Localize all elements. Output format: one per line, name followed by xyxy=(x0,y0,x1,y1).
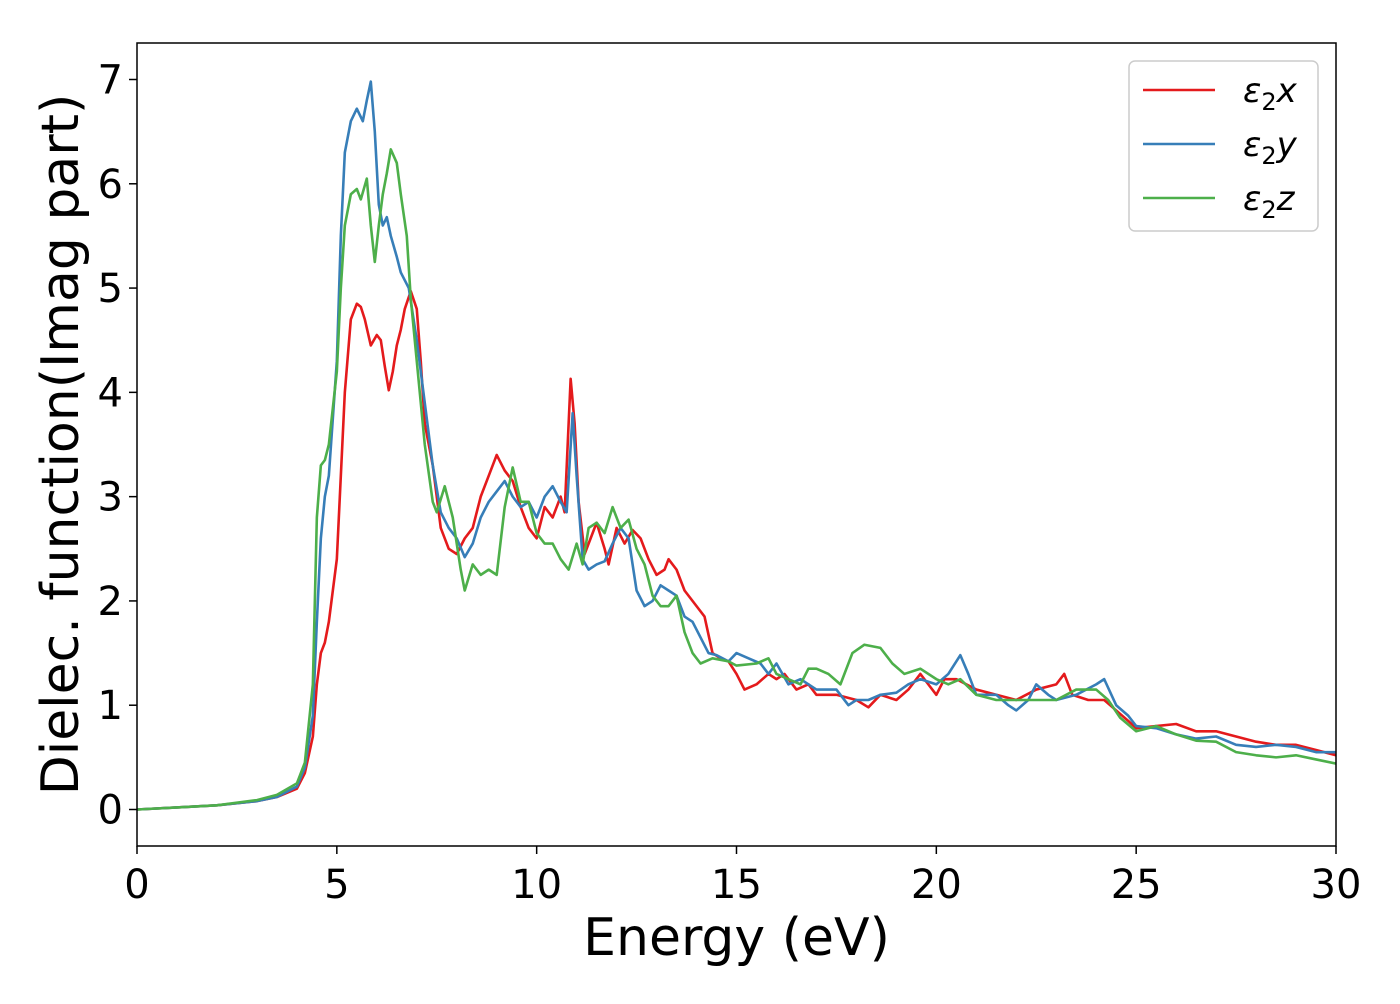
x-tick-label: 30 xyxy=(1311,862,1362,908)
x-tick-label: 15 xyxy=(711,862,762,908)
y-tick-label: 0 xyxy=(98,788,123,834)
y-tick-label: 3 xyxy=(98,475,123,521)
y-tick-label: 1 xyxy=(98,683,123,729)
legend-label-y: ε2y xyxy=(1243,125,1298,170)
x-tick-label: 0 xyxy=(124,862,149,908)
x-tick-label: 10 xyxy=(511,862,562,908)
x-axis-label: Energy (eV) xyxy=(583,908,890,968)
x-tick-label: 25 xyxy=(1111,862,1162,908)
y-tick-label: 4 xyxy=(98,370,123,416)
series-line-y xyxy=(137,80,1336,811)
y-tick-label: 5 xyxy=(98,266,123,312)
legend-box xyxy=(1128,60,1319,232)
ticks-layer: 0 5 10 15 20 25 30 0 1 2 3 4 5 6 7 xyxy=(98,58,1362,909)
legend: ε2x ε2y ε2z xyxy=(1128,60,1319,232)
series-layer xyxy=(137,80,1336,811)
x-tick-label: 20 xyxy=(911,862,962,908)
y-axis-label: Dielec. function(Imag part) xyxy=(31,94,91,796)
legend-label-x: ε2x xyxy=(1243,71,1298,116)
y-tick-label: 7 xyxy=(98,58,123,104)
series-line-z xyxy=(137,148,1336,811)
y-tick-label: 2 xyxy=(98,579,123,625)
legend-label-z: ε2z xyxy=(1243,179,1296,224)
y-tick-label: 6 xyxy=(98,162,123,208)
x-tick-label: 5 xyxy=(324,862,349,908)
